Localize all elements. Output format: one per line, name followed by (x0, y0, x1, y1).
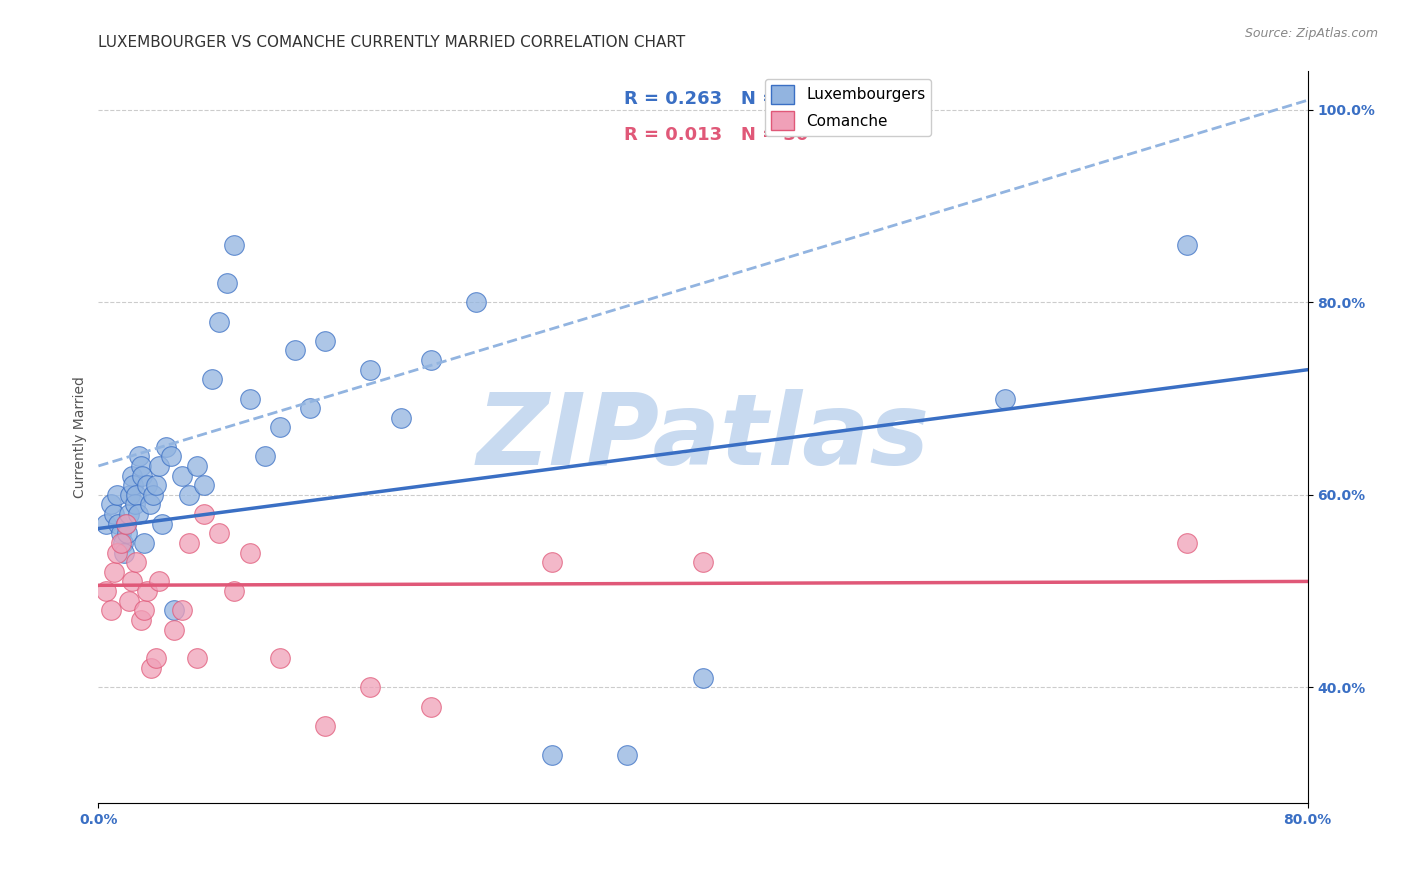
Point (193, 478, 215, 492)
Point (193, 507, 215, 521)
Text: R = 0.263   N = 53: R = 0.263 N = 53 (624, 90, 808, 108)
Point (103, 507, 125, 521)
Point (105, 488, 128, 502)
Point (360, 362, 382, 376)
Point (94, 584, 117, 599)
Y-axis label: Currently Married: Currently Married (73, 376, 87, 498)
Point (100, 603, 122, 617)
Point (110, 526, 132, 541)
Point (224, 584, 246, 599)
Point (148, 458, 170, 473)
Point (208, 526, 231, 541)
Point (124, 498, 146, 512)
Point (314, 334, 336, 348)
Point (420, 699, 443, 714)
Point (179, 488, 201, 502)
Point (239, 545, 262, 559)
Point (129, 458, 152, 473)
Point (118, 507, 141, 521)
Point (201, 372, 224, 386)
Legend: Luxembourgers, Comanche: Luxembourgers, Comanche (765, 79, 931, 136)
Point (128, 450, 150, 464)
Point (692, 555, 714, 569)
Point (186, 651, 208, 665)
Point (540, 747, 562, 762)
Point (112, 545, 135, 559)
Point (160, 450, 183, 464)
Point (253, 450, 276, 464)
Point (135, 478, 157, 492)
Point (100, 498, 122, 512)
Point (145, 651, 167, 665)
Point (114, 516, 136, 531)
Point (389, 410, 412, 425)
Point (115, 526, 138, 541)
Point (179, 536, 201, 550)
Point (1175, 237, 1198, 252)
Point (135, 584, 157, 599)
Point (148, 574, 170, 589)
Point (284, 343, 307, 358)
Point (129, 613, 152, 627)
Point (540, 555, 562, 569)
Point (121, 574, 143, 589)
Point (269, 651, 291, 665)
Point (120, 488, 142, 502)
Point (208, 315, 231, 329)
Point (127, 507, 149, 521)
Point (132, 536, 155, 550)
Text: ZIPatlas: ZIPatlas (477, 389, 929, 485)
Point (142, 488, 165, 502)
Text: Source: ZipAtlas.com: Source: ZipAtlas.com (1244, 27, 1378, 40)
Point (103, 565, 125, 579)
Point (186, 458, 208, 473)
Point (269, 420, 291, 434)
Point (420, 353, 443, 368)
Point (170, 468, 193, 483)
Point (215, 276, 238, 290)
Point (239, 392, 262, 406)
Point (314, 719, 336, 733)
Text: LUXEMBOURGER VS COMANCHE CURRENTLY MARRIED CORRELATION CHART: LUXEMBOURGER VS COMANCHE CURRENTLY MARRI… (98, 36, 686, 50)
Point (94, 516, 117, 531)
Point (122, 478, 145, 492)
Point (139, 498, 162, 512)
Point (110, 536, 132, 550)
Point (360, 681, 382, 695)
Point (105, 545, 128, 559)
Point (616, 747, 638, 762)
Point (994, 392, 1017, 406)
Point (125, 555, 148, 569)
Point (224, 237, 246, 252)
Point (170, 603, 193, 617)
Point (118, 593, 141, 607)
Point (125, 488, 148, 502)
Point (692, 671, 714, 685)
Point (141, 661, 163, 675)
Point (145, 478, 167, 492)
Point (114, 516, 136, 531)
Text: R = 0.013   N = 30: R = 0.013 N = 30 (624, 126, 808, 145)
Point (132, 603, 155, 617)
Point (163, 623, 186, 637)
Point (121, 468, 143, 483)
Point (131, 468, 153, 483)
Point (150, 516, 173, 531)
Point (111, 536, 134, 550)
Point (465, 295, 488, 310)
Point (107, 516, 129, 531)
Point (299, 401, 322, 416)
Point (1175, 536, 1198, 550)
Point (155, 440, 177, 454)
Point (163, 603, 186, 617)
